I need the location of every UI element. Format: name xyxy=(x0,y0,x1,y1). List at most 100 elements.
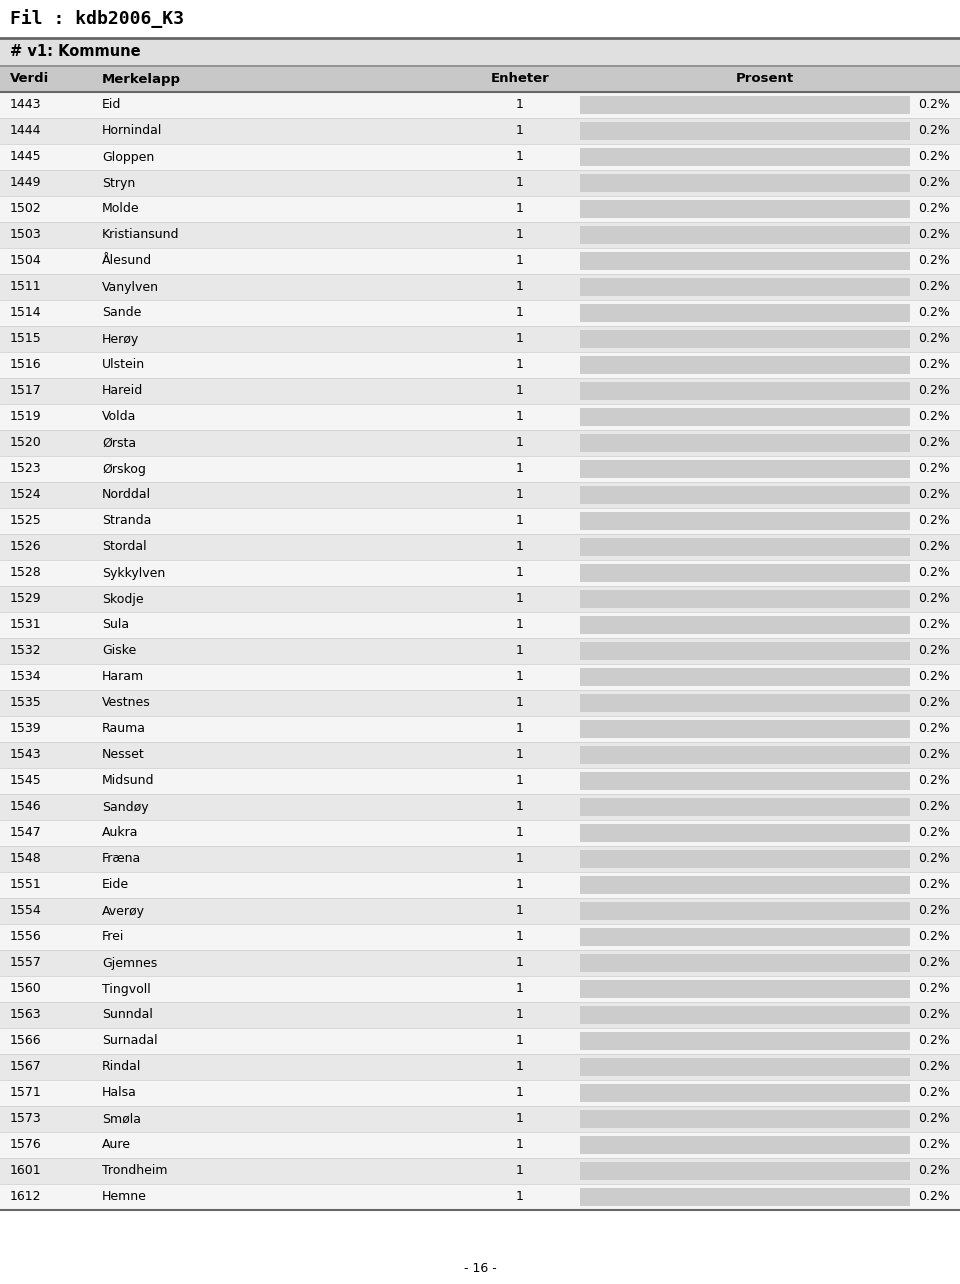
Text: 1556: 1556 xyxy=(10,931,41,944)
Text: 1571: 1571 xyxy=(10,1086,41,1099)
Bar xyxy=(580,485,910,505)
Bar xyxy=(0,716,960,742)
Text: 1524: 1524 xyxy=(10,488,41,502)
Text: 1: 1 xyxy=(516,515,524,528)
Text: 0.2%: 0.2% xyxy=(918,670,950,683)
Bar xyxy=(0,39,960,65)
Text: Fræna: Fræna xyxy=(102,853,141,865)
Bar xyxy=(580,720,910,738)
Bar xyxy=(580,356,910,374)
Text: Gloppen: Gloppen xyxy=(102,150,155,163)
Text: 1503: 1503 xyxy=(10,229,41,241)
Text: 1531: 1531 xyxy=(10,619,41,632)
Text: Hemne: Hemne xyxy=(102,1190,147,1203)
Text: 1560: 1560 xyxy=(10,982,41,995)
Text: Aure: Aure xyxy=(102,1139,131,1152)
Text: 0.2%: 0.2% xyxy=(918,1139,950,1152)
Text: 0.2%: 0.2% xyxy=(918,592,950,606)
Bar xyxy=(580,1162,910,1180)
Text: 1445: 1445 xyxy=(10,150,41,163)
Text: Surnadal: Surnadal xyxy=(102,1035,157,1048)
Bar xyxy=(0,0,960,39)
Text: 0.2%: 0.2% xyxy=(918,1061,950,1073)
Bar xyxy=(0,222,960,248)
Bar xyxy=(0,1054,960,1080)
Text: 1543: 1543 xyxy=(10,749,41,761)
Text: 0.2%: 0.2% xyxy=(918,150,950,163)
Text: 1444: 1444 xyxy=(10,125,41,137)
Text: 0.2%: 0.2% xyxy=(918,982,950,995)
Text: Sandøy: Sandøy xyxy=(102,800,149,814)
Text: 0.2%: 0.2% xyxy=(918,853,950,865)
Bar xyxy=(580,954,910,972)
Text: 1: 1 xyxy=(516,150,524,163)
Text: # v1: Kommune: # v1: Kommune xyxy=(10,45,140,59)
Text: 1: 1 xyxy=(516,645,524,657)
Bar xyxy=(0,950,960,976)
Text: Giske: Giske xyxy=(102,645,136,657)
Text: 0.2%: 0.2% xyxy=(918,176,950,190)
Text: 1576: 1576 xyxy=(10,1139,41,1152)
Bar xyxy=(580,1188,910,1206)
Bar xyxy=(0,456,960,482)
Text: 1: 1 xyxy=(516,853,524,865)
Text: Halsa: Halsa xyxy=(102,1086,137,1099)
Text: 0.2%: 0.2% xyxy=(918,384,950,398)
Text: Sykkylven: Sykkylven xyxy=(102,566,165,579)
Bar xyxy=(0,92,960,118)
Text: 1: 1 xyxy=(516,982,524,995)
Text: Sunndal: Sunndal xyxy=(102,1008,153,1022)
Text: Vanylven: Vanylven xyxy=(102,280,159,294)
Text: 1: 1 xyxy=(516,307,524,320)
Text: Midsund: Midsund xyxy=(102,774,155,787)
Text: Aukra: Aukra xyxy=(102,827,138,840)
Text: Sande: Sande xyxy=(102,307,141,320)
Bar xyxy=(0,794,960,820)
Bar xyxy=(580,693,910,713)
Text: 1516: 1516 xyxy=(10,358,41,371)
Text: Tingvoll: Tingvoll xyxy=(102,982,151,995)
Bar xyxy=(0,196,960,222)
Bar xyxy=(580,148,910,166)
Bar xyxy=(580,226,910,244)
Bar xyxy=(0,300,960,326)
Text: 1: 1 xyxy=(516,333,524,345)
Text: 1: 1 xyxy=(516,749,524,761)
Text: 1449: 1449 xyxy=(10,176,41,190)
Text: Volda: Volda xyxy=(102,411,136,424)
Bar xyxy=(580,589,910,609)
Bar xyxy=(0,273,960,300)
Text: Ålesund: Ålesund xyxy=(102,254,152,267)
Bar xyxy=(580,1058,910,1076)
Text: 1515: 1515 xyxy=(10,333,41,345)
Text: 1567: 1567 xyxy=(10,1061,41,1073)
Bar xyxy=(0,248,960,273)
Bar xyxy=(580,1005,910,1025)
Bar xyxy=(580,252,910,270)
Text: 1563: 1563 xyxy=(10,1008,41,1022)
Bar xyxy=(0,404,960,430)
Text: Sula: Sula xyxy=(102,619,130,632)
Text: 0.2%: 0.2% xyxy=(918,723,950,736)
Bar xyxy=(580,668,910,686)
Bar xyxy=(0,1158,960,1184)
Text: Vestnes: Vestnes xyxy=(102,696,151,710)
Text: 1534: 1534 xyxy=(10,670,41,683)
Bar xyxy=(0,586,960,612)
Bar xyxy=(580,460,910,478)
Text: 1: 1 xyxy=(516,1035,524,1048)
Text: 1526: 1526 xyxy=(10,541,41,553)
Bar xyxy=(0,976,960,1002)
Text: 0.2%: 0.2% xyxy=(918,1165,950,1177)
Text: 0.2%: 0.2% xyxy=(918,254,950,267)
Text: 1443: 1443 xyxy=(10,99,41,112)
Bar xyxy=(580,122,910,140)
Bar xyxy=(0,430,960,456)
Bar xyxy=(580,901,910,921)
Bar xyxy=(0,742,960,768)
Text: 1: 1 xyxy=(516,800,524,814)
Bar xyxy=(0,664,960,690)
Bar xyxy=(580,564,910,582)
Text: 1551: 1551 xyxy=(10,878,41,891)
Text: Fil : kdb2006_K3: Fil : kdb2006_K3 xyxy=(10,9,184,28)
